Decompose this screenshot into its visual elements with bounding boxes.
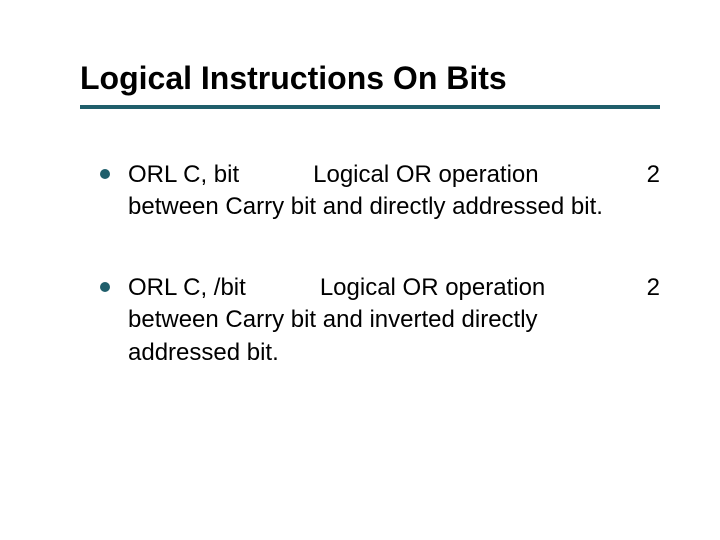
cycles: 2 [640,159,660,191]
item-row: ORL C, /bitLogical OR operation between … [128,272,660,369]
list-item: ORL C, /bitLogical OR operation between … [100,272,660,369]
item-text: ORL C, /bitLogical OR operation between … [128,272,616,369]
item-row: ORL C, bitLogical OR operation between C… [128,159,660,224]
list-item: ORL C, bitLogical OR operation between C… [100,159,660,224]
slide-title: Logical Instructions On Bits [80,60,660,97]
mnemonic: ORL C, /bit [128,274,246,301]
mnemonic: ORL C, bit [128,161,239,188]
bullet-icon [100,282,110,292]
bullet-list: ORL C, bitLogical OR operation between C… [80,159,660,369]
bullet-icon [100,169,110,179]
cycles: 2 [640,272,660,304]
slide: Logical Instructions On Bits ORL C, bitL… [0,0,720,540]
title-underline [80,105,660,109]
item-text: ORL C, bitLogical OR operation between C… [128,159,616,224]
